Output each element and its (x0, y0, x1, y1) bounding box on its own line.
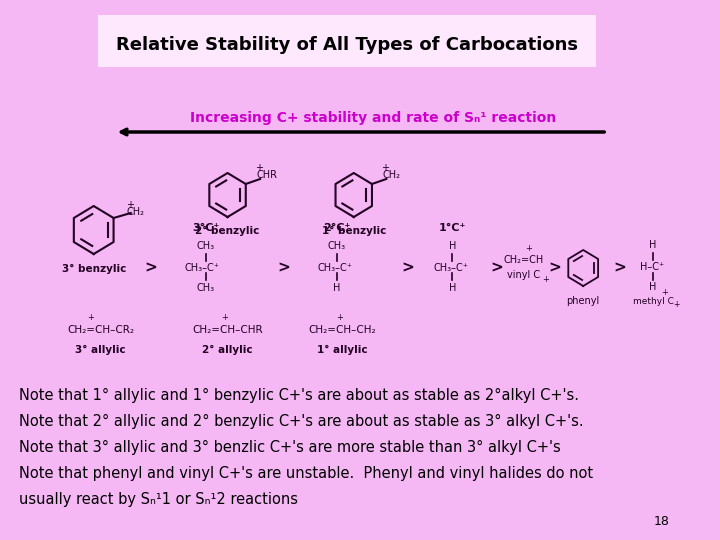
Text: H: H (449, 241, 456, 251)
Text: 3° benzylic: 3° benzylic (61, 264, 126, 274)
Text: Note that 3° allylic and 3° benzlic C+'s are more stable than 3° alkyl C+'s: Note that 3° allylic and 3° benzlic C+'s… (19, 440, 561, 455)
Text: 2° benzylic: 2° benzylic (195, 226, 260, 236)
Text: +: + (87, 313, 94, 322)
Text: vinyl C: vinyl C (508, 270, 541, 280)
Text: CH₃: CH₃ (197, 283, 215, 293)
Text: 1°C⁺: 1°C⁺ (438, 223, 466, 233)
Text: Note that phenyl and vinyl C+'s are unstable.  Phenyl and vinyl halides do not: Note that phenyl and vinyl C+'s are unst… (19, 466, 593, 481)
Text: +: + (221, 313, 228, 322)
Text: CH₃–C⁺: CH₃–C⁺ (318, 263, 352, 273)
Text: CH₃: CH₃ (328, 241, 346, 251)
Text: CH₂: CH₂ (127, 207, 145, 217)
Text: +: + (126, 200, 134, 210)
Text: CH₂=CH–CHR: CH₂=CH–CHR (192, 325, 263, 335)
Text: usually react by Sₙ¹1 or Sₙ¹2 reactions: usually react by Sₙ¹1 or Sₙ¹2 reactions (19, 492, 298, 507)
Text: +: + (336, 313, 343, 322)
Text: Note that 2° allylic and 2° benzylic C+'s are about as stable as 3° alkyl C+'s.: Note that 2° allylic and 2° benzylic C+'… (19, 414, 584, 429)
Text: CHR: CHR (256, 170, 277, 180)
Text: H–C⁺: H–C⁺ (639, 262, 664, 272)
Text: CH₂: CH₂ (382, 170, 400, 180)
Text: >: > (613, 260, 626, 275)
Text: methyl C: methyl C (633, 296, 673, 306)
Text: H: H (333, 283, 341, 293)
Text: CH₂=CH–CH₂: CH₂=CH–CH₂ (308, 325, 376, 335)
Text: 3°C⁺: 3°C⁺ (192, 223, 219, 233)
Text: 1° allylic: 1° allylic (317, 345, 368, 355)
Text: Increasing C+ stability and rate of Sₙ¹ reaction: Increasing C+ stability and rate of Sₙ¹ … (190, 111, 556, 125)
Text: +: + (542, 275, 549, 284)
FancyBboxPatch shape (99, 15, 595, 67)
Text: H: H (649, 240, 657, 250)
Text: 1° benzylic: 1° benzylic (322, 226, 386, 236)
Text: >: > (491, 260, 503, 275)
Text: >: > (548, 260, 561, 275)
Text: phenyl: phenyl (567, 296, 600, 306)
Text: 2°C⁺: 2°C⁺ (323, 223, 350, 233)
Text: >: > (145, 260, 158, 275)
Text: CH₃–C⁺: CH₃–C⁺ (433, 263, 468, 273)
Text: H: H (649, 282, 657, 292)
Text: Relative Stability of All Types of Carbocations: Relative Stability of All Types of Carbo… (116, 36, 578, 54)
Text: 18: 18 (653, 515, 670, 528)
Text: H: H (449, 283, 456, 293)
Text: CH₃–C⁺: CH₃–C⁺ (184, 263, 220, 273)
Text: +: + (382, 163, 390, 173)
Text: >: > (278, 260, 290, 275)
Text: +: + (661, 288, 668, 297)
Text: 3° allylic: 3° allylic (75, 345, 126, 355)
Text: >: > (402, 260, 415, 275)
Text: Note that 1° allylic and 1° benzylic C+'s are about as stable as 2°alkyl C+'s.: Note that 1° allylic and 1° benzylic C+'… (19, 388, 579, 403)
Text: CH₂=CH: CH₂=CH (504, 255, 544, 265)
Text: CH₂=CH–CR₂: CH₂=CH–CR₂ (67, 325, 134, 335)
Text: CH₃: CH₃ (197, 241, 215, 251)
Text: +: + (672, 300, 679, 309)
Text: +: + (256, 163, 264, 173)
Text: 2° allylic: 2° allylic (202, 345, 253, 355)
Text: +: + (526, 244, 532, 253)
